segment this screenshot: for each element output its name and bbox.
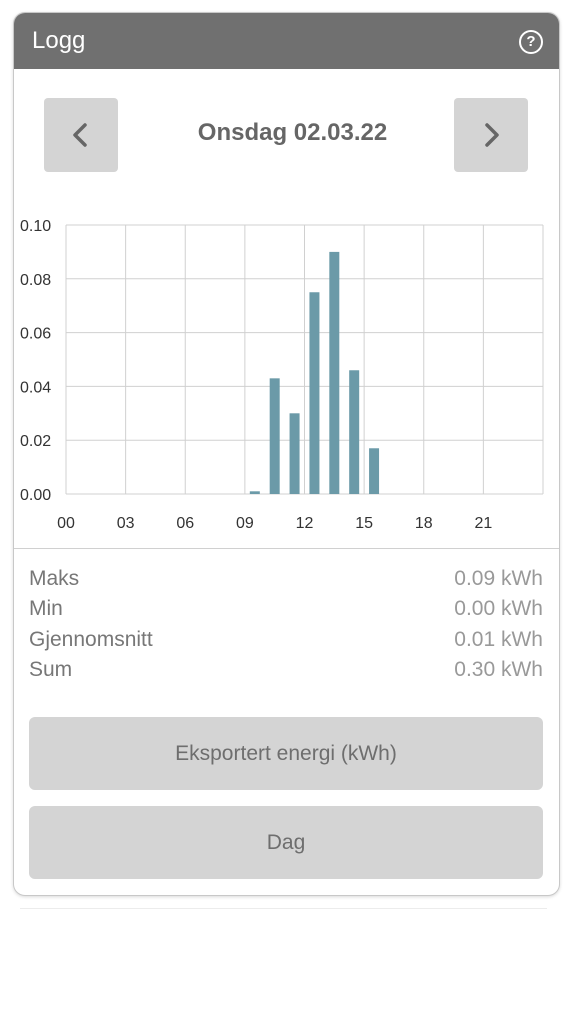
y-tick-label: 0.02 (20, 433, 51, 450)
x-tick-label: 03 (117, 515, 135, 532)
energy-bar-chart: 0.00 0.02 0.04 0.06 0.08 0.10 00 03 06 09 12 15 18 21 (20, 218, 544, 532)
y-tick-label: 0.06 (20, 326, 51, 343)
date-label: Onsdag 02.03.22 (197, 119, 388, 146)
previous-day-button[interactable] (44, 98, 118, 172)
x-tick-label: 00 (57, 515, 75, 532)
log-card: Logg ? Onsdag 02.03.22 0.00 0.02 0.04 0.06 0… (13, 12, 560, 896)
stat-row-max: Maks 0.09 kWh (29, 567, 543, 597)
y-tick-label: 0.04 (20, 379, 51, 396)
stat-label: Gjennomsnitt (29, 628, 153, 651)
x-tick-label: 06 (176, 515, 194, 532)
period-select-button[interactable]: Dag (29, 806, 543, 879)
metric-select-button[interactable]: Eksportert energi (kWh) (29, 717, 543, 790)
divider (14, 548, 559, 549)
chart-bar (349, 370, 360, 494)
stat-label: Maks (29, 567, 80, 590)
y-tick-label: 0.08 (20, 272, 51, 289)
next-day-button[interactable] (454, 98, 528, 172)
stat-label: Sum (29, 658, 73, 681)
stat-value: 0.30 kWh (454, 658, 543, 681)
stat-value: 0.00 kWh (454, 597, 543, 620)
stat-value: 0.09 kWh (454, 567, 543, 590)
chart-bar (309, 292, 320, 494)
chevron-left-icon (73, 123, 87, 147)
stat-row-min: Min 0.00 kWh (29, 597, 543, 627)
chart-bar (369, 448, 380, 494)
chart-bar (269, 378, 280, 494)
chart-bar (329, 251, 340, 494)
stat-value: 0.01 kWh (454, 628, 543, 651)
page-title: Logg (32, 27, 86, 54)
chart-bar (289, 413, 300, 494)
y-tick-label: 0.00 (20, 487, 51, 504)
stat-row-average: Gjennomsnitt 0.01 kWh (29, 628, 543, 658)
y-tick-label: 0.10 (20, 218, 51, 235)
x-tick-label: 18 (415, 515, 433, 532)
chevron-right-icon (485, 123, 499, 147)
stat-label: Min (29, 597, 63, 620)
x-tick-label: 21 (474, 515, 492, 532)
chart-bar (249, 491, 260, 494)
x-tick-label: 09 (236, 515, 254, 532)
x-tick-label: 12 (296, 515, 314, 532)
title-bar: Logg ? (14, 13, 559, 69)
bottom-divider (20, 908, 547, 909)
stat-row-sum: Sum 0.30 kWh (29, 658, 543, 688)
x-tick-label: 15 (355, 515, 373, 532)
help-icon[interactable]: ? (519, 30, 543, 54)
